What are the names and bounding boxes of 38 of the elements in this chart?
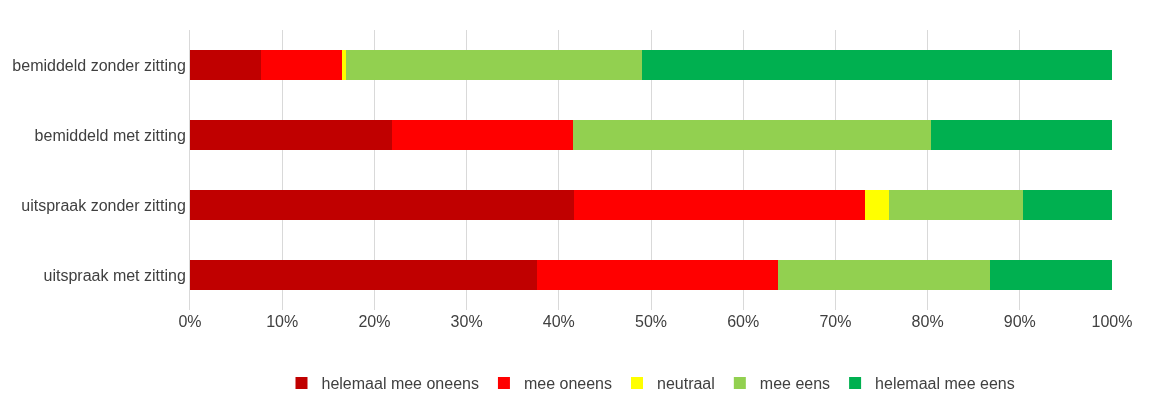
- bar: [990, 260, 1112, 290]
- x-tick-label: 60%: [727, 313, 760, 330]
- x-tick-label: 70%: [819, 313, 852, 330]
- bar: [888, 190, 1024, 220]
- legend-label: helemaal mee eens: [875, 375, 1015, 393]
- bar: [260, 50, 343, 80]
- bar: [391, 120, 573, 150]
- x-tick-label: 50%: [634, 313, 668, 330]
- y-tick-label: uitspraak met zitting: [43, 266, 186, 284]
- x-tick-label: 0%: [178, 313, 202, 330]
- legend-label: mee oneens: [523, 375, 612, 393]
- bar: [641, 50, 1112, 80]
- legend-label: helemaal mee oneens: [321, 375, 479, 393]
- bar: [342, 50, 346, 80]
- x-tick-label: 100%: [1091, 313, 1133, 330]
- legend-label: neutraal: [657, 375, 715, 393]
- x-tick-label: 30%: [450, 313, 483, 330]
- bar: [778, 260, 991, 290]
- x-tick-label: 40%: [542, 313, 575, 330]
- x-tick-label: 20%: [358, 313, 391, 330]
- bar: [190, 190, 574, 220]
- bar: [190, 50, 261, 80]
- legend-label: mee eens: [759, 375, 831, 393]
- bar: [864, 190, 889, 220]
- bar: [572, 120, 932, 150]
- x-tick-label: 10%: [266, 313, 299, 330]
- bar: [1023, 190, 1112, 220]
- x-tick-label: 90%: [1003, 313, 1036, 330]
- x-tick-label: 80%: [911, 313, 944, 330]
- bar: [190, 260, 537, 290]
- bar: [536, 260, 779, 290]
- y-tick-label: uitspraak zonder zitting: [21, 196, 186, 214]
- bar: [573, 190, 865, 220]
- bar: [345, 50, 642, 80]
- bar: [931, 120, 1112, 150]
- y-tick-label: bemiddeld zonder zitting: [12, 56, 186, 74]
- y-tick-label: bemiddeld met zitting: [34, 126, 186, 144]
- bar: [190, 120, 392, 150]
